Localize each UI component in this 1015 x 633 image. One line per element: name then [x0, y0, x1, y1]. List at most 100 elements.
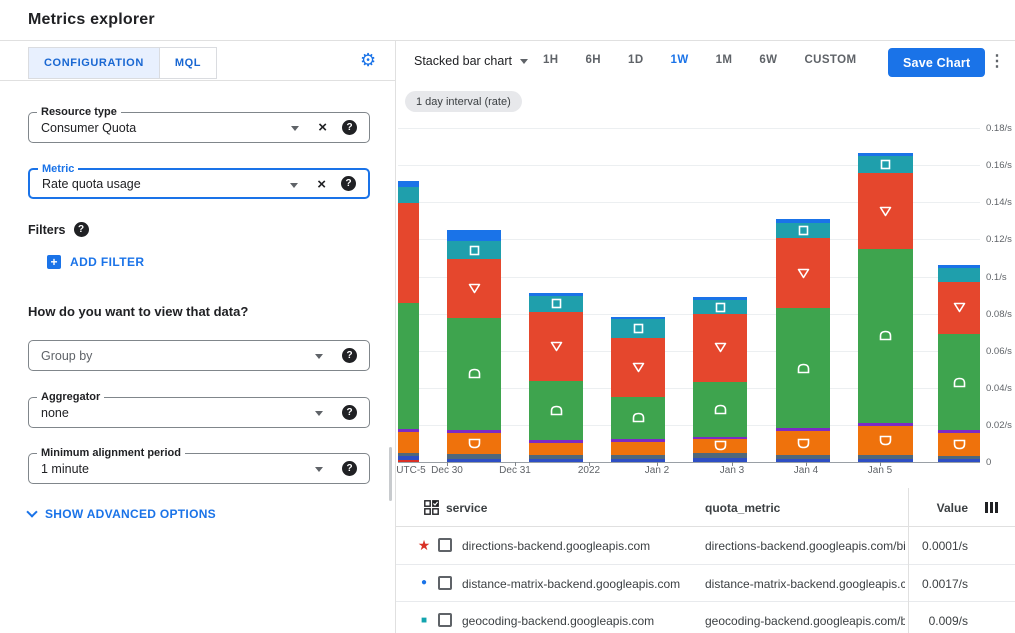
bar-segment-green [447, 317, 501, 430]
x-axis-label: Jan 4 [793, 465, 819, 476]
help-icon[interactable]: ? [342, 405, 357, 420]
bar-dec-30 [447, 120, 501, 462]
bar-segment-red [447, 258, 501, 318]
bar-dec-29-clipped- [398, 120, 419, 462]
help-icon[interactable]: ? [342, 348, 357, 363]
gear-icon[interactable]: ⚙ [360, 50, 377, 70]
more-options-icon[interactable]: ⋮ [989, 53, 1005, 70]
bar-segment-orange [776, 431, 830, 455]
row-checkbox[interactable] [438, 575, 452, 590]
time-range-1d[interactable]: 1D [628, 54, 644, 66]
metric-field[interactable]: Metric Rate quota usage × ? [28, 163, 370, 199]
y-axis-label: 0.06/s [986, 345, 1012, 357]
bar-segment-royal-blue [398, 456, 419, 460]
table-row: ★ directions-backend.googleapis.com direct… [396, 527, 1015, 565]
add-filter-button[interactable]: + ADD FILTER [47, 255, 144, 269]
select-all-series-icon[interactable] [424, 500, 439, 520]
bar-segment-green [611, 396, 665, 440]
bar-segment-dark-slate [447, 454, 501, 460]
column-header-value[interactable]: Value [936, 501, 968, 515]
filters-label: Filters [28, 222, 66, 237]
column-header-quota-metric[interactable]: quota_metric [705, 501, 781, 515]
y-axis-label: 0.08/s [986, 308, 1012, 320]
axis-tick [732, 462, 733, 466]
time-range-6w[interactable]: 6W [759, 54, 778, 66]
x-axis-label: 2022 [577, 465, 601, 476]
tab-configuration[interactable]: CONFIGURATION [29, 48, 159, 78]
resource-type-field[interactable]: Resource type Consumer Quota × ? [28, 106, 370, 143]
bar-segment-orange [529, 442, 583, 455]
bar-segment-orange [693, 439, 747, 453]
clear-icon[interactable]: × [317, 176, 326, 193]
chevron-down-icon[interactable] [315, 354, 323, 359]
axis-tick [657, 462, 658, 466]
bar-segment-blue [447, 229, 501, 242]
chevron-down-icon[interactable] [291, 126, 299, 131]
cell-service: geocoding-backend.googleapis.com [462, 614, 655, 628]
clear-icon[interactable]: × [318, 119, 327, 136]
marker-arch-icon [468, 368, 481, 379]
y-axis-label: 0.1/s [986, 271, 1007, 283]
resource-type-label: Resource type [37, 106, 121, 118]
bar-segment-blue [858, 152, 913, 156]
view-data-question: How do you want to view that data? [28, 304, 249, 319]
bar-segment-purple [398, 428, 419, 432]
marker-square-icon [632, 323, 645, 334]
gridline [398, 239, 980, 241]
cell-quota-metric: directions-backend.googleapis.com/billab… [705, 539, 905, 553]
marker-shield-icon [953, 439, 966, 450]
time-range-1w[interactable]: 1W [670, 54, 689, 66]
bar-jan-4 [858, 120, 913, 462]
bar-segment-orange [938, 432, 980, 456]
bar-dec-31 [529, 120, 583, 462]
y-axis-label: 0.14/s [986, 197, 1012, 209]
chevron-down-icon[interactable] [315, 467, 323, 472]
bar-segment-green [398, 302, 419, 429]
help-icon[interactable]: ? [342, 120, 357, 135]
cell-value: 0.0017/s [921, 576, 968, 591]
series-circle-icon: ● [420, 577, 428, 589]
min-alignment-field[interactable]: Minimum alignment period 1 minute ? [28, 447, 370, 484]
show-advanced-options-button[interactable]: SHOW ADVANCED OPTIONS [26, 506, 216, 521]
bar-segment-teal [529, 295, 583, 312]
bar-segment-purple [693, 436, 747, 439]
panel-scrollbar[interactable] [389, 447, 392, 501]
tab-mql[interactable]: MQL [158, 48, 216, 78]
bar-segment-royal-blue [938, 459, 980, 462]
advanced-options-label: SHOW ADVANCED OPTIONS [45, 507, 216, 521]
chevron-down-icon[interactable] [290, 183, 298, 188]
help-icon[interactable]: ? [342, 461, 357, 476]
row-checkbox[interactable] [438, 538, 452, 552]
group-by-field[interactable]: Group by ? [28, 340, 370, 371]
bar-segment-dark-slate [858, 454, 913, 460]
column-header-service[interactable]: service [446, 501, 488, 515]
save-chart-button[interactable]: Save Chart [888, 48, 986, 77]
filters-section: Filters ? [28, 222, 89, 237]
time-range-1h[interactable]: 1H [543, 54, 559, 66]
bar-segment-blue [776, 219, 830, 224]
column-settings-icon[interactable] [985, 502, 998, 513]
chevron-down-icon[interactable] [315, 411, 323, 416]
time-range-6h[interactable]: 6H [585, 54, 602, 66]
x-axis-label: Dec 30 [431, 465, 463, 476]
cell-quota-metric: geocoding-backend.googleapis.com/billab [705, 614, 905, 628]
help-icon[interactable]: ? [341, 176, 356, 191]
row-checkbox[interactable] [438, 613, 452, 627]
time-range-custom[interactable]: CUSTOM [804, 54, 857, 66]
chevron-down-icon [26, 506, 38, 518]
bar-segment-orange [858, 426, 913, 455]
bar-segment-purple [938, 430, 980, 433]
y-axis-label: 0.04/s [986, 382, 1012, 394]
chart-type-dropdown[interactable]: Stacked bar chart [414, 54, 528, 68]
axis-tick [806, 462, 807, 466]
aggregator-value: none [41, 405, 69, 420]
marker-arch-icon [632, 412, 645, 423]
axis-tick [515, 462, 516, 466]
bar-segment-green [529, 381, 583, 441]
gridline [398, 276, 980, 278]
aggregator-field[interactable]: Aggregator none ? [28, 391, 370, 428]
bar-jan-2 [693, 120, 747, 462]
time-range-1m[interactable]: 1M [715, 54, 733, 66]
marker-triangle-down-icon [468, 283, 481, 294]
help-icon[interactable]: ? [73, 222, 89, 237]
